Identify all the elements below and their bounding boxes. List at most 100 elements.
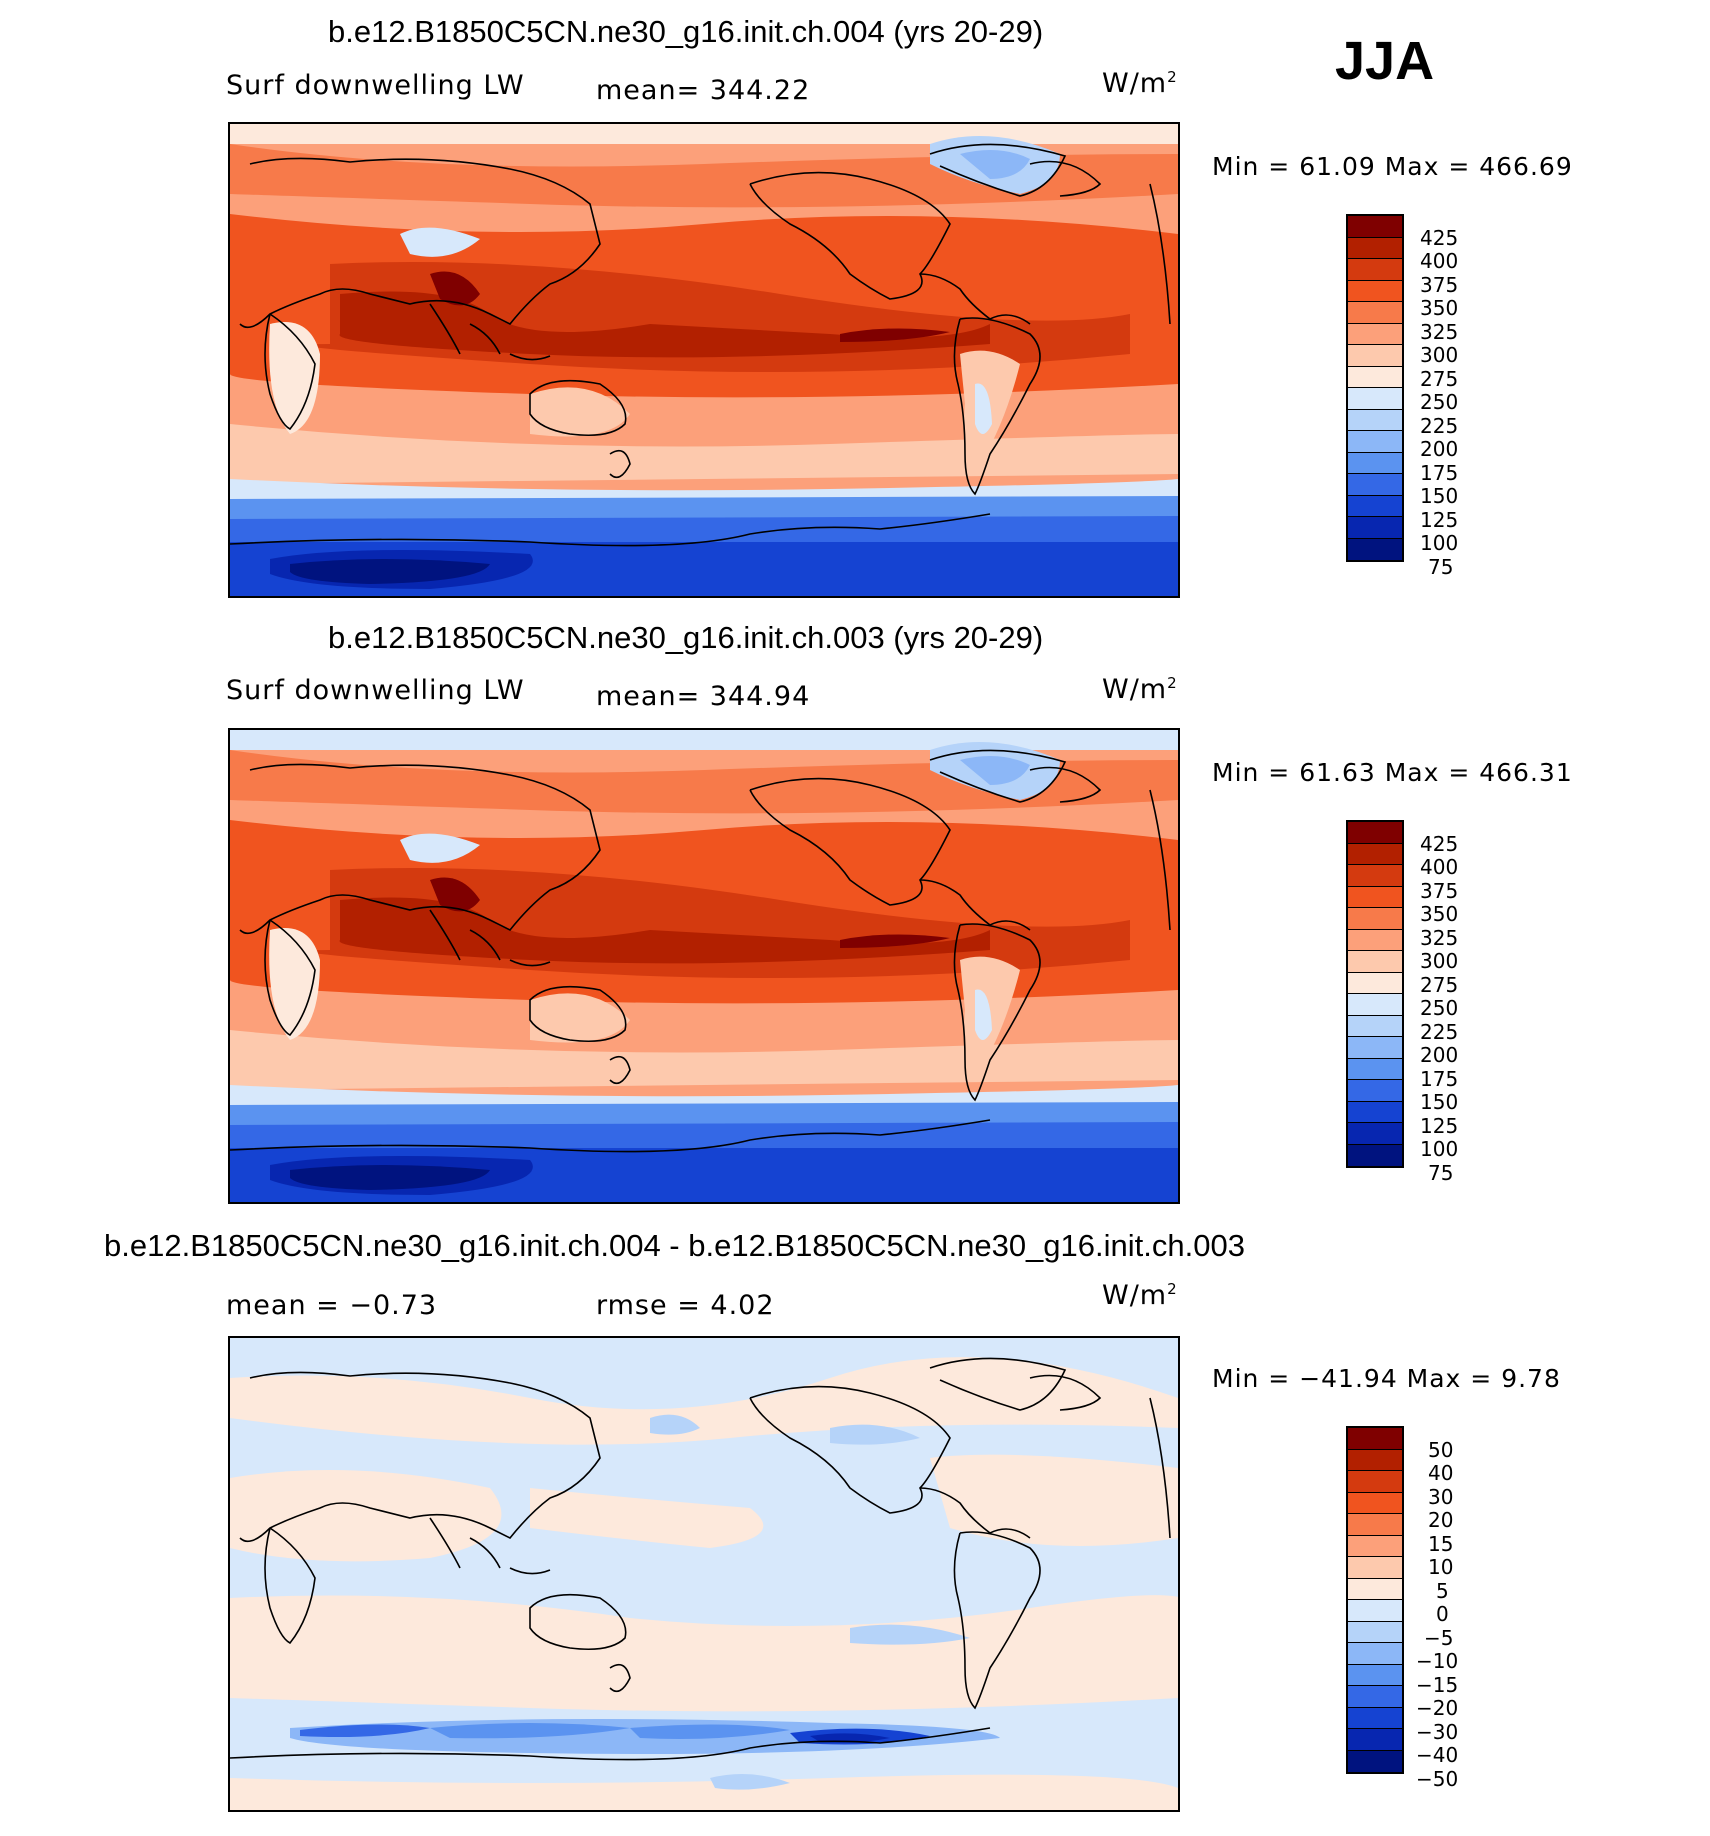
- colorbar-box: [1348, 972, 1402, 994]
- colorbar-tick-label: 200: [1420, 437, 1459, 461]
- colorbar-box: [1348, 908, 1402, 930]
- colorbar-tick-label: −10: [1416, 1649, 1459, 1673]
- colorbar-box: [1348, 994, 1402, 1016]
- colorbar-box: [1348, 495, 1402, 517]
- colorbar-tick-label: 225: [1420, 414, 1459, 438]
- colorbar-box: [1348, 409, 1402, 431]
- map-field: [230, 124, 1178, 596]
- colorbar-tick-label: 150: [1420, 1090, 1459, 1114]
- map-field: [230, 730, 1178, 1202]
- colorbar-tick-label: 30: [1428, 1485, 1454, 1509]
- panel-title: b.e12.B1850C5CN.ne30_g16.init.ch.003 (yr…: [328, 620, 1044, 655]
- colorbar-box: [1348, 929, 1402, 951]
- colorbar-box: [1348, 1471, 1402, 1493]
- mean-label: mean = −0.73: [226, 1290, 438, 1321]
- colorbar-tick-label: 75: [1428, 555, 1454, 579]
- colorbar-tick-label: 100: [1420, 531, 1459, 555]
- colorbar-box: [1348, 951, 1402, 973]
- colorbar-tick-label: 175: [1420, 461, 1459, 485]
- rmse-label: rmse = 4.02: [596, 1290, 775, 1321]
- colorbar-box: [1348, 1058, 1402, 1080]
- colorbar-box: [1348, 388, 1402, 410]
- colorbar-box: [1348, 1621, 1402, 1643]
- colorbar-box: [1348, 1578, 1402, 1600]
- colorbar-box: [1348, 1514, 1402, 1536]
- colorbar-box: [1348, 1600, 1402, 1622]
- colorbar-tick-label: 400: [1420, 855, 1459, 879]
- colorbar-box: [1348, 1449, 1402, 1471]
- colorbar-box: [1348, 280, 1402, 302]
- colorbar-tick-label: 325: [1420, 320, 1459, 344]
- colorbar-tick-label: 50: [1428, 1438, 1454, 1462]
- colorbar-box: [1348, 1037, 1402, 1059]
- colorbar-box: [1348, 237, 1402, 259]
- colorbar-tick-label: 10: [1428, 1555, 1454, 1579]
- colorbar: [1346, 214, 1404, 562]
- colorbar-box: [1348, 1123, 1402, 1145]
- colorbar-tick-label: 425: [1420, 226, 1459, 250]
- panel-title: b.e12.B1850C5CN.ne30_g16.init.ch.004 - b…: [104, 1228, 1245, 1263]
- colorbar-box: [1348, 517, 1402, 539]
- colorbar-box: [1348, 431, 1402, 453]
- colorbar-tick-label: 375: [1420, 273, 1459, 297]
- map-plot: [228, 728, 1180, 1204]
- colorbar: [1346, 1426, 1404, 1774]
- colorbar-box: [1348, 1080, 1402, 1102]
- colorbar-box: [1348, 259, 1402, 281]
- map-field: [230, 1338, 1178, 1810]
- colorbar-tick-label: 125: [1420, 1114, 1459, 1138]
- colorbar-tick-label: 300: [1420, 343, 1459, 367]
- colorbar-box: [1348, 1707, 1402, 1729]
- colorbar-tick-label: −5: [1424, 1626, 1454, 1650]
- colorbar-tick-label: 5: [1436, 1579, 1449, 1603]
- colorbar-box: [1348, 1428, 1402, 1450]
- mean-label: mean= 344.94: [596, 681, 811, 712]
- map-plot: [228, 122, 1180, 598]
- colorbar-tick-label: 350: [1420, 902, 1459, 926]
- units-label: W/m2: [1102, 1280, 1178, 1311]
- colorbar-box: [1348, 366, 1402, 388]
- variable-label: Surf downwelling LW: [226, 675, 525, 706]
- units-label: W/m2: [1102, 674, 1178, 705]
- colorbar-box: [1348, 1557, 1402, 1579]
- mean-label: mean= 344.22: [596, 75, 811, 106]
- colorbar-box: [1348, 474, 1402, 496]
- colorbar-box: [1348, 1729, 1402, 1751]
- variable-label: Surf downwelling LW: [226, 70, 525, 101]
- colorbar-tick-label: 250: [1420, 996, 1459, 1020]
- colorbar-tick-label: −30: [1416, 1720, 1459, 1744]
- colorbar-box: [1348, 323, 1402, 345]
- minmax-label: Min = 61.63 Max = 466.31: [1212, 758, 1573, 787]
- colorbar-tick-label: −40: [1416, 1743, 1459, 1767]
- colorbar-box: [1348, 1686, 1402, 1708]
- colorbar-tick-label: 100: [1420, 1137, 1459, 1161]
- colorbar-box: [1348, 216, 1402, 238]
- colorbar-tick-label: 225: [1420, 1020, 1459, 1044]
- colorbar-box: [1348, 886, 1402, 908]
- colorbar-tick-label: 40: [1428, 1461, 1454, 1485]
- colorbar-tick-label: 400: [1420, 249, 1459, 273]
- season-label: JJA: [1335, 31, 1435, 91]
- colorbar-tick-label: −15: [1416, 1673, 1459, 1697]
- colorbar-tick-label: 425: [1420, 832, 1459, 856]
- colorbar-box: [1348, 302, 1402, 324]
- colorbar-box: [1348, 538, 1402, 560]
- colorbar-tick-label: 15: [1428, 1532, 1454, 1556]
- colorbar-box: [1348, 865, 1402, 887]
- colorbar-box: [1348, 1750, 1402, 1772]
- colorbar-tick-label: 175: [1420, 1067, 1459, 1091]
- map-plot: [228, 1336, 1180, 1812]
- colorbar-tick-label: 250: [1420, 390, 1459, 414]
- colorbar-tick-label: −20: [1416, 1696, 1459, 1720]
- colorbar-tick-label: 125: [1420, 508, 1459, 532]
- colorbar-tick-label: 20: [1428, 1508, 1454, 1532]
- colorbar-tick-label: 275: [1420, 973, 1459, 997]
- colorbar-box: [1348, 1664, 1402, 1686]
- colorbar-tick-label: 325: [1420, 926, 1459, 950]
- colorbar-box: [1348, 822, 1402, 844]
- colorbar-tick-label: 200: [1420, 1043, 1459, 1067]
- colorbar: [1346, 820, 1404, 1168]
- colorbar-box: [1348, 1144, 1402, 1166]
- colorbar-tick-label: 350: [1420, 296, 1459, 320]
- colorbar-tick-label: 375: [1420, 879, 1459, 903]
